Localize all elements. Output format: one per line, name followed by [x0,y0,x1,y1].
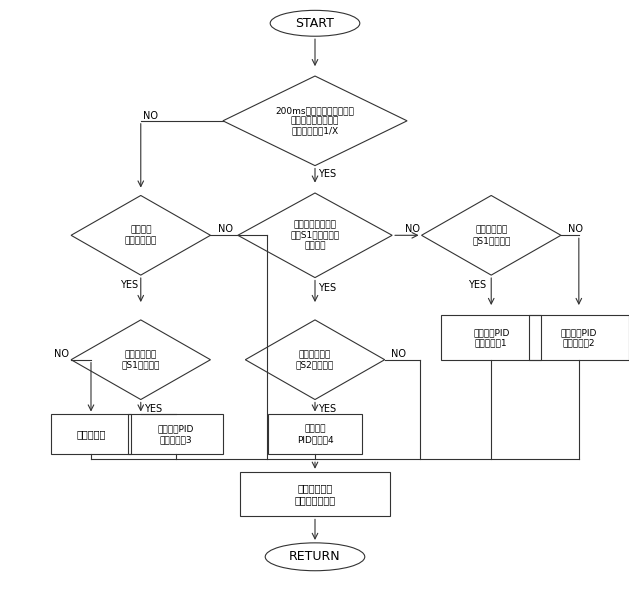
Text: 重新设定PID
慢速参数側1: 重新设定PID 慢速参数側1 [473,328,510,347]
Text: NO: NO [391,349,406,359]
Text: 重新设定
PID参数側4: 重新设定 PID参数側4 [297,425,333,444]
Text: RETURN: RETURN [289,550,341,563]
Text: 全功率加热: 全功率加热 [76,429,106,440]
Text: NO: NO [404,224,420,234]
Text: YES: YES [144,404,162,414]
Text: YES: YES [468,280,486,290]
Text: 接近设定温度
在S1度范围内: 接近设定温度 在S1度范围内 [122,350,160,370]
Text: NO: NO [218,224,233,234]
Text: 重新设定PID
加速参数側2: 重新设定PID 加速参数側2 [561,328,597,347]
Text: NO: NO [143,111,158,121]
Text: 是否处于温度下降
大于S1度的全功率
加热阶段: 是否处于温度下降 大于S1度的全功率 加热阶段 [290,221,340,250]
Text: NO: NO [568,224,583,234]
Text: 重新设定PID
加速参数側3: 重新设定PID 加速参数側3 [158,425,194,444]
Text: 接近设定温度
在S2度范围内: 接近设定温度 在S2度范围内 [296,350,334,370]
Text: YES: YES [318,169,336,179]
Text: YES: YES [318,282,336,292]
Text: YES: YES [318,404,336,414]
Text: NO: NO [54,349,69,359]
Text: 200ms内热水温度的上升值
是否大于设定温度和
实际温度差的1/X: 200ms内热水温度的上升值 是否大于设定温度和 实际温度差的1/X [275,106,355,136]
Text: START: START [295,17,335,30]
Text: 热水温度
是否开始下降: 热水温度 是否开始下降 [125,225,157,245]
Text: YES: YES [120,280,138,290]
Text: 接近设定温度
在S1度范围内: 接近设定温度 在S1度范围内 [472,225,510,245]
Text: 最近次采样的
温度入循环队列: 最近次采样的 温度入循环队列 [294,483,336,505]
